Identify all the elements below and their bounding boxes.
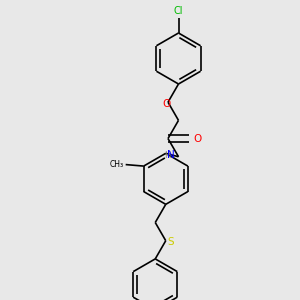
Text: H: H (165, 151, 171, 160)
Text: S: S (167, 237, 174, 247)
Text: N: N (167, 150, 175, 160)
Text: O: O (194, 134, 202, 144)
Text: CH₃: CH₃ (110, 160, 124, 169)
Text: Cl: Cl (174, 7, 183, 16)
Text: O: O (162, 99, 171, 109)
